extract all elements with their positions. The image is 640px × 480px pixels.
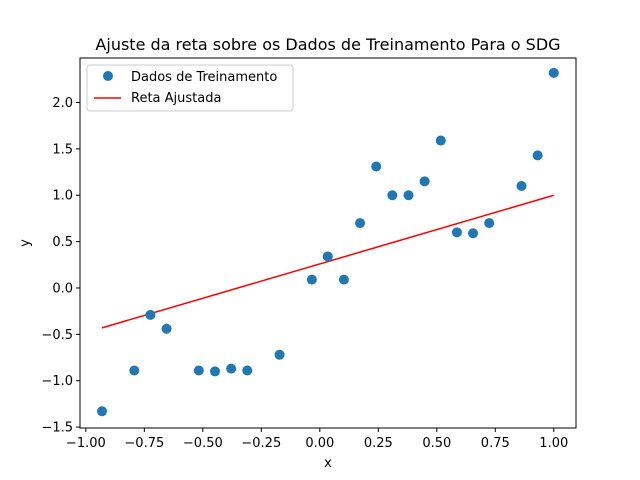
x-tick-label: −0.75 xyxy=(124,436,164,451)
data-point xyxy=(387,190,398,201)
plot-area xyxy=(96,67,559,417)
legend: Dados de Treinamento Reta Ajustada xyxy=(86,64,294,112)
legend-label-scatter: Dados de Treinamento xyxy=(131,70,277,85)
x-tick-label: 0.50 xyxy=(422,436,451,451)
data-point xyxy=(419,176,430,187)
data-point xyxy=(96,406,107,417)
data-point xyxy=(403,190,414,201)
data-point xyxy=(274,349,285,360)
data-point xyxy=(338,274,349,285)
data-point xyxy=(161,323,172,334)
x-tick-label: −1.00 xyxy=(66,436,106,451)
y-tick-label: −0.5 xyxy=(41,328,73,343)
data-point xyxy=(548,67,559,78)
y-tick-label: 1.0 xyxy=(52,189,73,204)
y-axis-label: y xyxy=(18,239,33,247)
axis-ticks: −1.00 −0.75 −0.50 −0.25 0.00 0.25 0.50 0.75 1.00… xyxy=(41,96,568,451)
data-point xyxy=(451,227,462,238)
y-tick-label: 0.0 xyxy=(52,281,73,296)
fitted-line xyxy=(101,194,554,329)
data-point xyxy=(371,161,382,172)
legend-box xyxy=(86,64,294,112)
data-point xyxy=(209,366,220,377)
legend-marker-scatter xyxy=(103,71,113,81)
x-tick-label: −0.50 xyxy=(183,436,223,451)
data-point xyxy=(355,218,366,229)
data-point xyxy=(193,365,204,376)
y-tick-label: −1.0 xyxy=(41,374,73,389)
data-point xyxy=(145,309,156,320)
y-tick-label: 0.5 xyxy=(52,235,73,250)
y-tick-label: 1.5 xyxy=(52,142,73,157)
data-point xyxy=(484,218,495,229)
data-point xyxy=(226,363,237,374)
legend-label-line: Reta Ajustada xyxy=(131,91,221,106)
y-tick-label: −1.5 xyxy=(41,421,73,436)
x-axis-label: x xyxy=(324,456,332,471)
data-point xyxy=(322,251,333,262)
data-point xyxy=(129,365,140,376)
x-tick-label: 1.00 xyxy=(539,436,568,451)
x-tick-label: 0.75 xyxy=(481,436,510,451)
data-point xyxy=(516,180,527,191)
data-point xyxy=(242,365,253,376)
y-tick-label: 2.0 xyxy=(52,96,73,111)
plot-frame xyxy=(79,57,577,429)
data-point xyxy=(468,228,479,239)
chart-title: Ajuste da reta sobre os Dados de Treinam… xyxy=(95,35,560,54)
x-tick-label: −0.25 xyxy=(241,436,281,451)
data-point xyxy=(532,150,543,161)
x-tick-label: 0.25 xyxy=(364,436,393,451)
data-point xyxy=(435,135,446,146)
x-tick-label: 0.00 xyxy=(305,436,334,451)
data-point xyxy=(306,274,317,285)
